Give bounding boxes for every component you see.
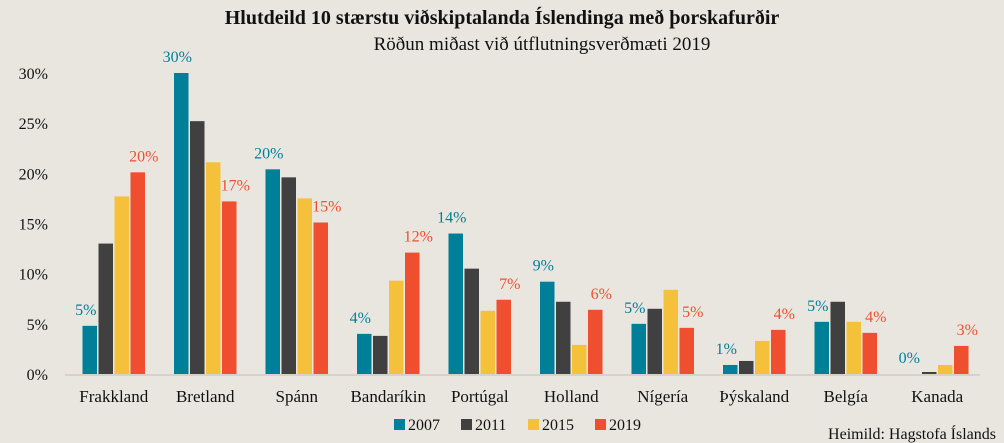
data-label-2007: 4% <box>350 310 371 327</box>
bar-2019-6 <box>679 327 694 374</box>
legend-label: 2019 <box>609 417 641 434</box>
legend-item-2019: 2019 <box>595 417 641 434</box>
data-label-2007: 5% <box>807 298 828 315</box>
data-label-2007: 5% <box>75 302 96 319</box>
x-axis: Frakkland Bretland Spánn Bandaríkin Portúgal… <box>79 387 963 406</box>
bar-2015-4 <box>480 310 495 374</box>
legend-label: 2011 <box>475 417 506 434</box>
x-tick-label: Kanada <box>911 387 963 406</box>
legend: 2007 2011 2015 2019 <box>394 417 641 434</box>
x-tick-label: Þýskaland <box>719 387 789 406</box>
bar-2011-4 <box>464 268 479 374</box>
data-label-2007: 14% <box>437 210 466 227</box>
y-tick-label: 25% <box>19 116 48 133</box>
legend-item-2015: 2015 <box>528 417 574 434</box>
bar-2015-0 <box>114 196 129 374</box>
legend-swatch <box>394 419 405 430</box>
chart-title: Hlutdeild 10 stærstu viðskiptalanda Ísle… <box>225 6 780 29</box>
bar-2011-8 <box>830 301 845 374</box>
bar-2011-2 <box>281 177 296 374</box>
x-tick-label: Bretland <box>176 387 235 406</box>
legend-swatch <box>461 419 472 430</box>
data-label-2007: 5% <box>624 300 645 317</box>
legend-label: 2015 <box>542 417 574 434</box>
bar-2015-7 <box>755 340 770 374</box>
y-tick-label: 30% <box>19 66 48 83</box>
data-label-2019: 7% <box>499 276 520 293</box>
bar-2015-6 <box>663 289 678 374</box>
bar-2011-6 <box>647 308 662 374</box>
bar-2019-7 <box>771 329 786 374</box>
data-label-2007: 20% <box>254 145 283 162</box>
data-label-2019: 12% <box>404 229 433 246</box>
bar-2015-3 <box>389 280 404 374</box>
data-label-2019: 4% <box>865 309 886 326</box>
data-label-2007: 0% <box>899 350 920 367</box>
bar-2011-3 <box>373 335 388 374</box>
bar-2019-8 <box>862 332 877 374</box>
data-label-2019: 20% <box>129 148 158 165</box>
x-tick-label: Nígería <box>637 387 688 406</box>
bar-2007-7 <box>723 364 738 374</box>
bar-2007-3 <box>357 333 372 374</box>
bar-2015-5 <box>572 344 587 374</box>
x-tick-label: Spánn <box>276 387 319 406</box>
data-labels: 5%20%30%17%20%15%4%12%14%7%9%6%5% 5%1%4% 5… <box>75 49 978 367</box>
bar-2007-0 <box>82 325 97 374</box>
bar-2019-0 <box>130 172 145 374</box>
x-tick-label: Holland <box>544 387 599 406</box>
legend-swatch <box>595 419 606 430</box>
bar-2007-2 <box>265 169 280 374</box>
legend-label: 2007 <box>408 417 440 434</box>
bar-2007-6 <box>631 323 646 374</box>
bar-2019-4 <box>496 299 511 374</box>
chart-subtitle: Röðun miðast við útflutningsverðmæti 201… <box>374 34 711 55</box>
x-tick-label: Belgía <box>824 387 869 406</box>
bar-2015-8 <box>846 321 861 374</box>
x-tick-label: Bandaríkin <box>350 387 426 406</box>
data-label-2007: 30% <box>163 49 192 66</box>
y-tick-label: 20% <box>19 166 48 183</box>
data-label-2019: 4% <box>774 306 795 323</box>
data-label-2019: 17% <box>221 177 250 194</box>
bar-2007-1 <box>174 73 189 374</box>
x-tick-label: Frakkland <box>79 387 148 406</box>
bar-2015-1 <box>206 162 221 374</box>
bar-2019-5 <box>588 309 603 374</box>
y-tick-label: 0% <box>27 367 48 384</box>
data-label-2007: 1% <box>716 341 737 358</box>
bars <box>82 73 969 374</box>
bar-2011-9 <box>922 371 937 374</box>
bar-2015-2 <box>297 198 312 374</box>
data-label-2019: 15% <box>312 198 341 215</box>
bar-2019-3 <box>405 252 420 374</box>
bar-2011-0 <box>98 243 113 374</box>
y-tick-label: 5% <box>27 317 48 334</box>
bar-2019-2 <box>313 222 328 374</box>
data-label-2019: 6% <box>591 286 612 303</box>
y-axis: 0% 5% 10% 15% 20% 25% 30% <box>19 66 48 384</box>
source-note: Heimild: Hagstofa Íslands <box>828 424 996 443</box>
data-label-2019: 3% <box>957 322 978 339</box>
bar-2007-5 <box>540 281 555 374</box>
legend-swatch <box>528 419 539 430</box>
legend-item-2007: 2007 <box>394 417 440 434</box>
y-tick-label: 15% <box>19 217 48 234</box>
bar-2015-9 <box>938 364 953 374</box>
data-label-2007: 9% <box>533 258 554 275</box>
bar-2011-1 <box>190 121 205 374</box>
bar-2007-4 <box>448 233 463 374</box>
bar-2011-5 <box>556 301 571 374</box>
bar-2019-1 <box>222 201 237 374</box>
bar-2007-8 <box>814 321 829 374</box>
x-tick-label: Portúgal <box>451 387 509 406</box>
legend-item-2011: 2011 <box>461 417 506 434</box>
data-label-2019: 5% <box>682 304 703 321</box>
bar-2011-7 <box>739 360 754 374</box>
y-tick-label: 10% <box>19 267 48 284</box>
bar-2019-9 <box>954 345 969 374</box>
